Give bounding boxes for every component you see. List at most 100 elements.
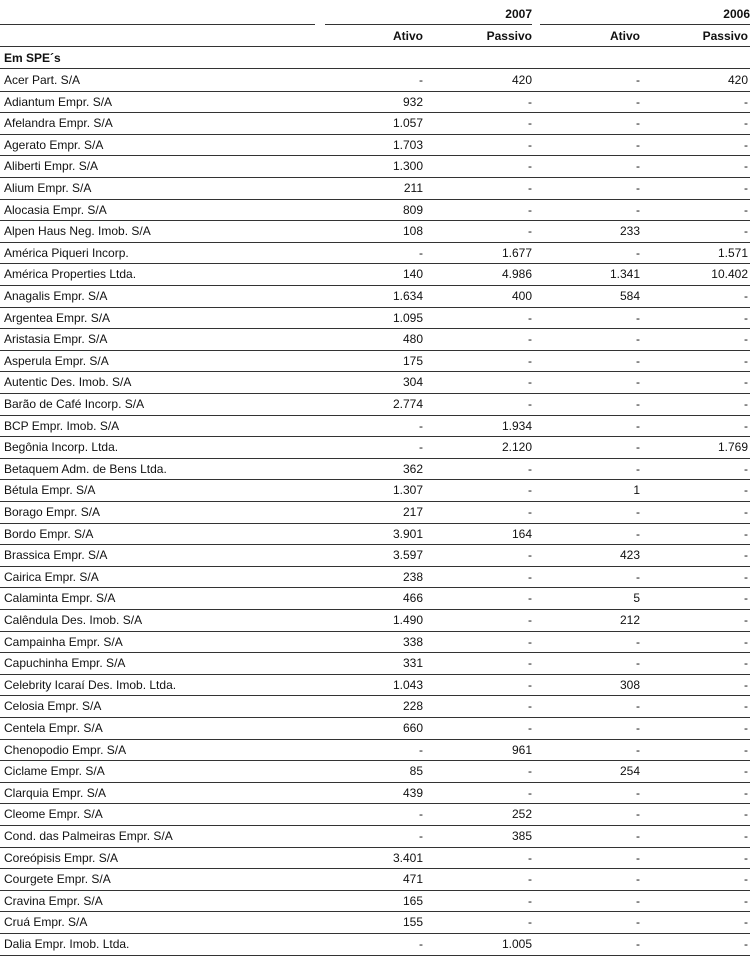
cell-value: - xyxy=(528,202,532,217)
cell-value: 471 xyxy=(402,872,423,887)
cell-value: - xyxy=(636,116,640,131)
cell-value: - xyxy=(528,181,532,195)
cell-value: - xyxy=(744,159,748,174)
row-label: Alocasia Empr. S/A xyxy=(4,202,107,217)
rule xyxy=(0,501,750,502)
cell-value: - xyxy=(744,613,748,627)
cell-value: 212 xyxy=(619,613,640,627)
cell-value: 108 xyxy=(402,224,423,239)
cell-value: - xyxy=(744,332,748,347)
cell-value: - xyxy=(636,181,640,195)
rule xyxy=(0,371,750,372)
rule xyxy=(0,199,750,200)
cell-value: - xyxy=(636,310,640,325)
cell-value: - xyxy=(744,397,748,411)
cell-value: 423 xyxy=(619,548,640,563)
cell-value: - xyxy=(744,872,748,887)
row-label: Centela Empr. S/A xyxy=(4,721,103,735)
cell-value: 1.571 xyxy=(717,245,748,260)
cell-value: 385 xyxy=(511,829,532,843)
cell-value: - xyxy=(528,548,532,563)
cell-value: - xyxy=(744,634,748,649)
cell-value: 932 xyxy=(402,94,423,109)
cell-value: - xyxy=(744,505,748,519)
cell-value: 217 xyxy=(402,505,423,519)
cell-value: - xyxy=(744,353,748,368)
rule xyxy=(540,24,750,25)
rule xyxy=(0,717,750,718)
rule xyxy=(0,328,750,329)
cell-value: - xyxy=(744,418,748,433)
cell-value: - xyxy=(744,137,748,152)
rule xyxy=(0,24,315,25)
column-header: Ativo xyxy=(393,29,423,43)
row-label: Borago Empr. S/A xyxy=(4,505,101,519)
cell-value: - xyxy=(744,310,748,325)
cell-value: - xyxy=(419,829,423,843)
row-label: Celebrity Icaraí Des. Imob. Ltda. xyxy=(4,677,177,692)
cell-value: - xyxy=(744,785,748,800)
rule xyxy=(0,523,750,524)
cell-value: - xyxy=(744,656,748,671)
cell-value: - xyxy=(744,742,748,757)
rule xyxy=(0,155,750,156)
cell-value: - xyxy=(419,742,423,757)
cell-value: - xyxy=(744,461,748,476)
cell-value: - xyxy=(636,94,640,109)
rule xyxy=(0,415,750,416)
row-label: Coreópisis Empr. S/A xyxy=(4,850,119,865)
row-label: Alium Empr. S/A xyxy=(4,181,92,195)
cell-value: - xyxy=(636,893,640,908)
cell-value: 420 xyxy=(727,73,748,87)
cell-value: - xyxy=(744,548,748,563)
rule xyxy=(325,24,532,25)
cell-value: - xyxy=(636,418,640,433)
row-label: Brassica Empr. S/A xyxy=(4,548,108,563)
cell-value: - xyxy=(419,418,423,433)
row-label: Asperula Empr. S/A xyxy=(4,353,109,368)
rule xyxy=(0,285,750,286)
row-label: Calêndula Des. Imob. S/A xyxy=(4,613,143,627)
cell-value: - xyxy=(744,483,748,498)
row-label: Agerato Empr. S/A xyxy=(4,137,104,152)
cell-value: - xyxy=(744,829,748,843)
cell-value: 1.703 xyxy=(392,137,423,152)
row-label: Clarquia Empr. S/A xyxy=(4,785,107,800)
cell-value: 961 xyxy=(511,742,532,757)
cell-value: 1.341 xyxy=(609,267,640,282)
row-label: Capuchinha Empr. S/A xyxy=(4,656,126,671)
row-label: Cruá Empr. S/A xyxy=(4,915,88,930)
rule xyxy=(0,890,750,891)
cell-value: - xyxy=(636,526,640,541)
rule xyxy=(0,393,750,394)
cell-value: 238 xyxy=(402,569,423,584)
cell-value: - xyxy=(636,850,640,865)
cell-value: 660 xyxy=(402,721,423,735)
cell-value: 2.774 xyxy=(392,397,423,411)
cell-value: - xyxy=(528,569,532,584)
cell-value: - xyxy=(528,332,532,347)
cell-value: - xyxy=(744,289,748,303)
cell-value: 420 xyxy=(511,73,532,87)
cell-value: - xyxy=(528,634,532,649)
rule xyxy=(0,609,750,610)
cell-value: - xyxy=(744,807,748,822)
cell-value: - xyxy=(528,137,532,152)
cell-value: - xyxy=(636,742,640,757)
rule xyxy=(0,782,750,783)
cell-value: 233 xyxy=(619,224,640,239)
cell-value: 3.901 xyxy=(392,526,423,541)
cell-value: 1.307 xyxy=(392,483,423,498)
rule xyxy=(0,68,750,69)
row-label: Argentea Empr. S/A xyxy=(4,310,111,325)
cell-value: - xyxy=(636,915,640,930)
cell-value: - xyxy=(636,461,640,476)
cell-value: - xyxy=(744,94,748,109)
row-label: Aristasia Empr. S/A xyxy=(4,332,108,347)
cell-value: 211 xyxy=(403,181,423,195)
cell-value: - xyxy=(528,677,532,692)
cell-value: 466 xyxy=(402,591,423,606)
cell-value: - xyxy=(636,397,640,411)
section-title: Em SPE´s xyxy=(4,51,61,65)
cell-value: - xyxy=(744,569,748,584)
